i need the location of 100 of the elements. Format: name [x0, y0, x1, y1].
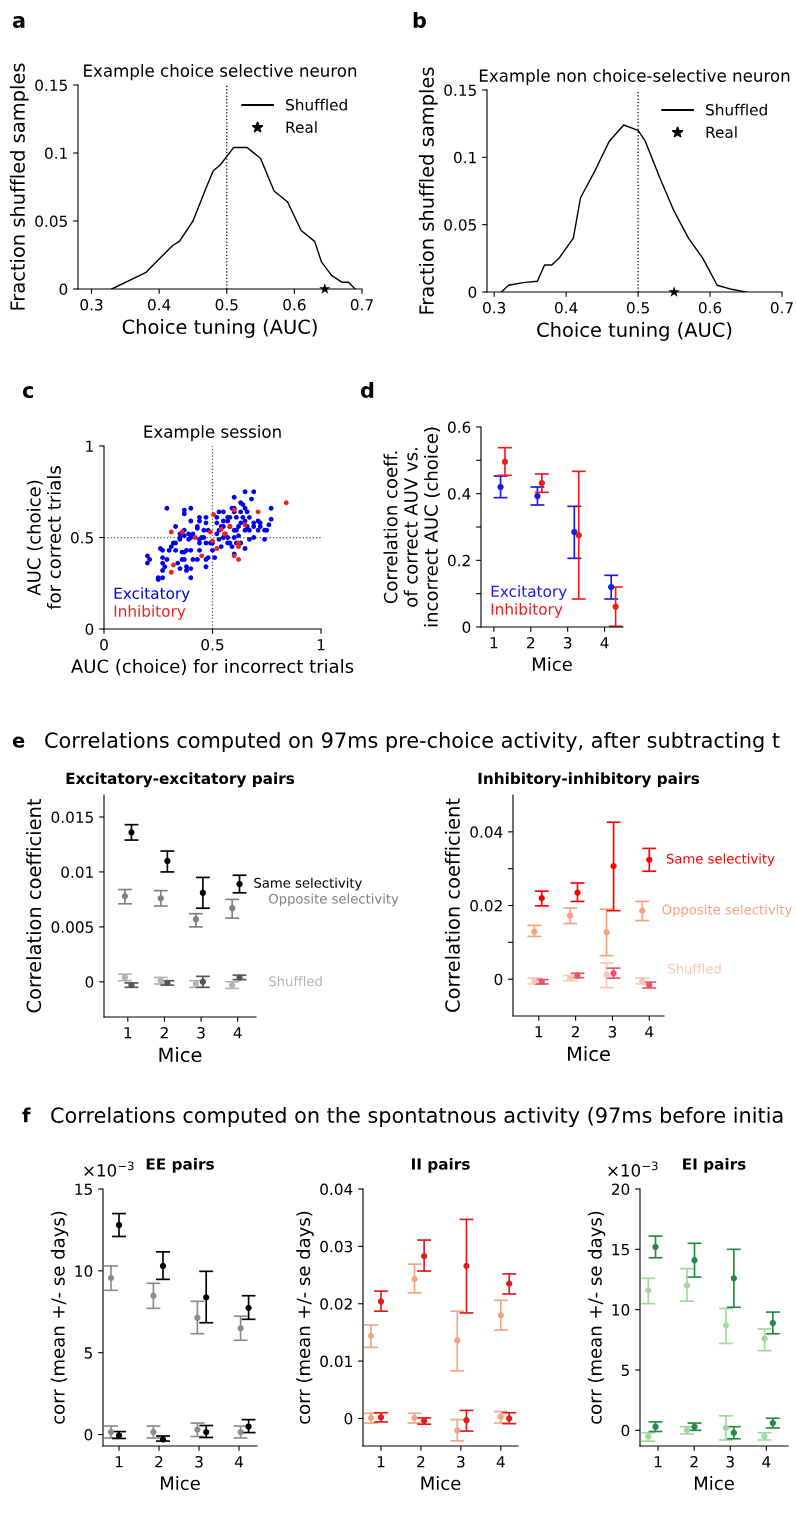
- y-tick-label: 0.04: [470, 826, 503, 838]
- chart-title: Example session: [144, 425, 281, 442]
- y-axis-title: corr (mean +/- se days): [50, 1211, 69, 1424]
- text: Correlations computed on 97ms pre-choice activity, after subtracting t: [45, 731, 780, 753]
- x-tick-label: 2: [527, 636, 535, 649]
- text: Shuffled: [269, 975, 322, 987]
- x-axis-title: Mice: [160, 1476, 200, 1491]
- y-tick-label: 0.05: [35, 215, 67, 228]
- x-tick-label: 0.5: [215, 298, 238, 311]
- y-tick-label: 0.1: [453, 151, 476, 164]
- y-tick-label: 0: [59, 283, 68, 296]
- chart-title: EE pairs: [146, 1157, 214, 1173]
- text: e: [12, 736, 25, 748]
- x-tick-label: 2: [160, 1026, 168, 1039]
- x-tick-label: 3: [608, 1025, 617, 1038]
- text: Inhibitory: [114, 605, 186, 620]
- text: Correlations computed on the spontatnous activity (97ms before initia: [51, 1106, 783, 1128]
- x-axis-title: Mice: [532, 657, 572, 672]
- chart-title: Example choice selective neuron: [84, 64, 357, 81]
- chart-title: II pairs: [412, 1157, 470, 1173]
- x-tick-label: 0.4: [555, 301, 578, 314]
- chart-title: Inhibitory-inhibitory pairs: [478, 772, 700, 788]
- x-tick-label: 4: [233, 1027, 242, 1039]
- y-tick-label: 0.05: [444, 219, 476, 231]
- y-tick-label: 0.005: [51, 921, 93, 933]
- y-tick-label: 0.6: [447, 421, 471, 434]
- y-tick-label: 0.4: [447, 488, 471, 500]
- series-label: Same selectivity: [666, 853, 775, 867]
- x-tick-label: 3: [197, 1026, 205, 1039]
- x-tick-label: 0.7: [770, 301, 793, 314]
- series-label: Same selectivity: [254, 877, 362, 891]
- y-tick-label: 0.015: [51, 811, 93, 823]
- x-tick-label: 0.6: [698, 301, 722, 314]
- y-tick-label: 5: [84, 1347, 92, 1359]
- y-tick-label: 1: [86, 440, 93, 452]
- x-axis-title: Mice: [694, 1476, 734, 1491]
- x-tick-label: 3: [457, 1455, 465, 1468]
- y-axis-title: Correlation coefficient: [26, 798, 42, 1013]
- x-tick-label: 1: [654, 1456, 662, 1468]
- y-tick-label: 0: [85, 976, 94, 988]
- x-axis-title: Choice tuning (AUC): [122, 319, 317, 338]
- y-tick-label: 0: [84, 1429, 93, 1441]
- text: b: [413, 11, 426, 29]
- y-tick-label: 0.2: [447, 554, 470, 567]
- y-tick-label: 20: [611, 1183, 630, 1196]
- x-tick-label: 2: [690, 1455, 698, 1468]
- y-axis-title: Fraction shuffled samples: [9, 63, 29, 310]
- x-tick-label: 3: [195, 1455, 203, 1468]
- y-tick-label: 0: [85, 623, 94, 636]
- y-tick-label: 0.02: [470, 899, 502, 912]
- y-axis-title: corr (mean +/- se days): [587, 1211, 606, 1424]
- y-axis-title: Correlation coeff. of correct AUV vs. incorrect AUC (choice): [383, 427, 441, 627]
- chart-title: EI pairs: [683, 1157, 746, 1173]
- y-tick-label: 0: [621, 1424, 630, 1437]
- y-tick-label: 0.01: [61, 866, 93, 878]
- x-axis-title: Mice: [567, 1046, 610, 1062]
- x-tick-label: 0.7: [350, 298, 373, 311]
- legend-label: Real: [706, 126, 737, 138]
- x-tick-label: 1: [115, 1456, 123, 1468]
- y-tick-label: 0.03: [320, 1240, 353, 1253]
- x-tick-label: 4: [496, 1456, 505, 1468]
- y-tick-label: 0.15: [35, 79, 67, 92]
- x-axis-title: Choice tuning (AUC): [537, 322, 732, 341]
- x-tick-label: 4: [645, 1026, 654, 1038]
- text: Inhibitory: [491, 603, 563, 618]
- x-tick-label: 0.5: [201, 638, 224, 651]
- x-tick-label: 4: [762, 1456, 771, 1468]
- text: Excitatory: [491, 585, 567, 600]
- x-tick-label: 0.4: [148, 298, 171, 311]
- legend-label: Shuffled: [706, 103, 767, 116]
- x-tick-label: 0.3: [483, 301, 506, 314]
- x-tick-label: 1: [377, 1456, 385, 1468]
- y-tick-label: 10: [612, 1304, 630, 1316]
- y-tick-label: 0: [462, 621, 471, 634]
- text: ×10$^{−3}$: [84, 1161, 134, 1177]
- y-tick-label: 5: [621, 1364, 629, 1377]
- legend-label: Real: [286, 121, 317, 133]
- x-tick-label: 1: [535, 1026, 543, 1038]
- x-tick-label: 2: [417, 1455, 425, 1468]
- text: f: [22, 1107, 31, 1123]
- x-tick-label: 4: [234, 1456, 243, 1468]
- series-label: Opposite selectivity: [662, 904, 792, 918]
- text: a: [12, 16, 25, 29]
- x-tick-label: 0: [100, 638, 108, 651]
- y-tick-label: 0.01: [320, 1355, 352, 1368]
- text: Opposite selectivity: [269, 893, 399, 907]
- x-tick-label: 1: [124, 1027, 132, 1039]
- legend-label: Shuffled: [286, 98, 347, 111]
- y-tick-label: 0.02: [320, 1298, 352, 1310]
- x-axis-title: Mice: [159, 1047, 202, 1063]
- x-axis-title: Mice: [421, 1476, 461, 1491]
- y-tick-label: 0.15: [444, 84, 476, 97]
- text: ×10$^{−3}$: [608, 1161, 658, 1177]
- x-tick-label: 3: [726, 1455, 734, 1468]
- y-axis-title: Fraction shuffled samples: [418, 67, 438, 314]
- series-label: Excitatory: [114, 587, 190, 602]
- x-tick-label: 0.3: [80, 298, 103, 311]
- x-axis-title: AUC (choice) for incorrect trials: [71, 659, 354, 676]
- y-tick-label: 10: [75, 1265, 93, 1277]
- x-tick-label: 2: [155, 1455, 163, 1468]
